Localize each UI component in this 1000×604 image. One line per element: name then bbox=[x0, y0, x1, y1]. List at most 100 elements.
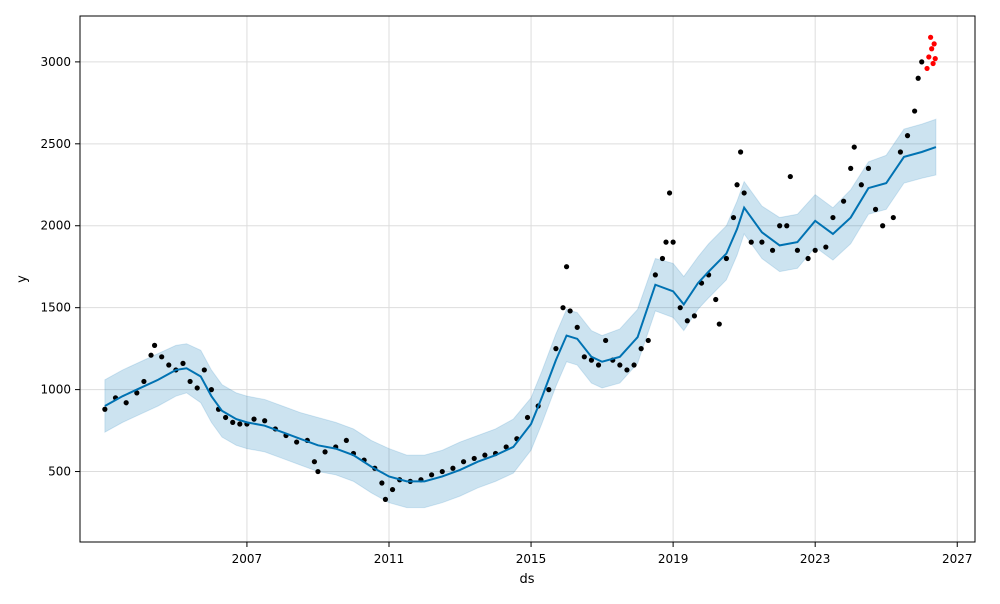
uncertainty-band-area bbox=[104, 118, 937, 509]
observed-point bbox=[805, 255, 811, 262]
observed-point bbox=[588, 357, 595, 363]
observed-point bbox=[830, 214, 836, 221]
recent-point bbox=[932, 56, 938, 62]
observed-point bbox=[734, 182, 740, 188]
observed-point bbox=[201, 367, 207, 373]
observed-point bbox=[840, 198, 847, 204]
observed-point bbox=[659, 255, 666, 262]
observed-point bbox=[294, 439, 300, 445]
observed-point bbox=[858, 182, 864, 188]
observed-point bbox=[524, 414, 531, 421]
observed-point bbox=[904, 133, 911, 139]
observed-point bbox=[677, 305, 683, 311]
observed-point bbox=[872, 206, 879, 212]
observed-point bbox=[823, 244, 829, 250]
observed-point bbox=[769, 247, 776, 253]
observed-point bbox=[343, 437, 349, 444]
observed-point bbox=[741, 190, 747, 196]
observed-point bbox=[262, 418, 268, 424]
observed-point bbox=[159, 354, 165, 360]
observed-point bbox=[187, 378, 193, 385]
observed-point bbox=[912, 108, 918, 114]
observed-point bbox=[230, 419, 236, 425]
observed-point bbox=[794, 247, 801, 253]
observed-point bbox=[617, 362, 623, 368]
recent-point bbox=[924, 65, 930, 72]
observed-point bbox=[482, 452, 488, 458]
observed-point bbox=[471, 455, 477, 462]
y-tick-label: 2500 bbox=[40, 137, 71, 151]
observed-point bbox=[691, 313, 698, 319]
recent-point bbox=[928, 34, 934, 40]
observed-point bbox=[890, 214, 896, 221]
observed-point bbox=[382, 496, 389, 502]
observed-point bbox=[759, 239, 765, 245]
observed-point bbox=[208, 387, 215, 393]
recent-point bbox=[926, 54, 932, 60]
observed-point bbox=[563, 264, 570, 270]
plot-frame bbox=[79, 15, 976, 543]
observed-point bbox=[141, 378, 147, 385]
observed-point bbox=[123, 400, 129, 406]
grid bbox=[80, 16, 975, 542]
observed-point bbox=[730, 214, 737, 221]
observed-point bbox=[897, 149, 904, 155]
observed-point bbox=[574, 324, 580, 330]
observed-point bbox=[812, 247, 818, 253]
y-tick-label: 3000 bbox=[40, 55, 71, 69]
observed-point bbox=[311, 459, 318, 465]
observed-point bbox=[237, 421, 243, 427]
observed-point bbox=[784, 223, 790, 229]
observed-point bbox=[581, 354, 587, 360]
observed-points bbox=[102, 59, 925, 502]
observed-point bbox=[915, 75, 921, 81]
observed-point bbox=[151, 342, 158, 348]
observed-point bbox=[389, 486, 396, 493]
y-tick-label: 2000 bbox=[40, 219, 71, 233]
x-axis-label: ds bbox=[519, 572, 534, 587]
observed-point bbox=[777, 223, 783, 229]
x-tick-label: 2027 bbox=[942, 552, 973, 566]
observed-point bbox=[851, 144, 857, 150]
y-axis-label: y bbox=[15, 275, 30, 283]
observed-point bbox=[848, 165, 854, 171]
observed-point bbox=[638, 346, 644, 352]
x-tick-label: 2007 bbox=[232, 552, 263, 566]
observed-point bbox=[134, 390, 140, 396]
observed-point bbox=[429, 472, 435, 478]
observed-point bbox=[223, 414, 229, 421]
x-tick-label: 2019 bbox=[658, 552, 689, 566]
observed-point bbox=[787, 173, 793, 180]
observed-point bbox=[663, 239, 669, 245]
x-tick-label: 2011 bbox=[374, 552, 405, 566]
observed-point bbox=[450, 465, 456, 471]
forecast-line-path bbox=[104, 146, 937, 483]
observed-point bbox=[652, 272, 658, 278]
observed-point bbox=[102, 406, 108, 412]
observed-point bbox=[666, 190, 673, 196]
observed-point bbox=[567, 308, 573, 314]
y-axis-ticks: 500 1000 1500 2000 2500 3000 bbox=[40, 55, 80, 479]
observed-point bbox=[713, 296, 719, 303]
observed-point bbox=[748, 239, 754, 245]
recent-points bbox=[924, 34, 938, 72]
observed-point bbox=[180, 360, 186, 366]
observed-point bbox=[553, 346, 559, 352]
recent-point bbox=[930, 60, 936, 67]
observed-point bbox=[919, 59, 925, 65]
forecast-line bbox=[104, 146, 937, 483]
uncertainty-band bbox=[104, 118, 937, 509]
observed-point bbox=[737, 149, 744, 155]
observed-point bbox=[670, 239, 676, 245]
x-axis-ticks: 2007 2011 2015 2019 2023 2027 bbox=[232, 542, 973, 566]
observed-point bbox=[322, 449, 328, 455]
y-tick-label: 1500 bbox=[40, 301, 71, 315]
observed-point bbox=[865, 165, 872, 171]
observed-point bbox=[595, 362, 602, 368]
x-tick-label: 2023 bbox=[800, 552, 831, 566]
observed-point bbox=[645, 337, 651, 344]
y-tick-label: 500 bbox=[48, 465, 71, 479]
